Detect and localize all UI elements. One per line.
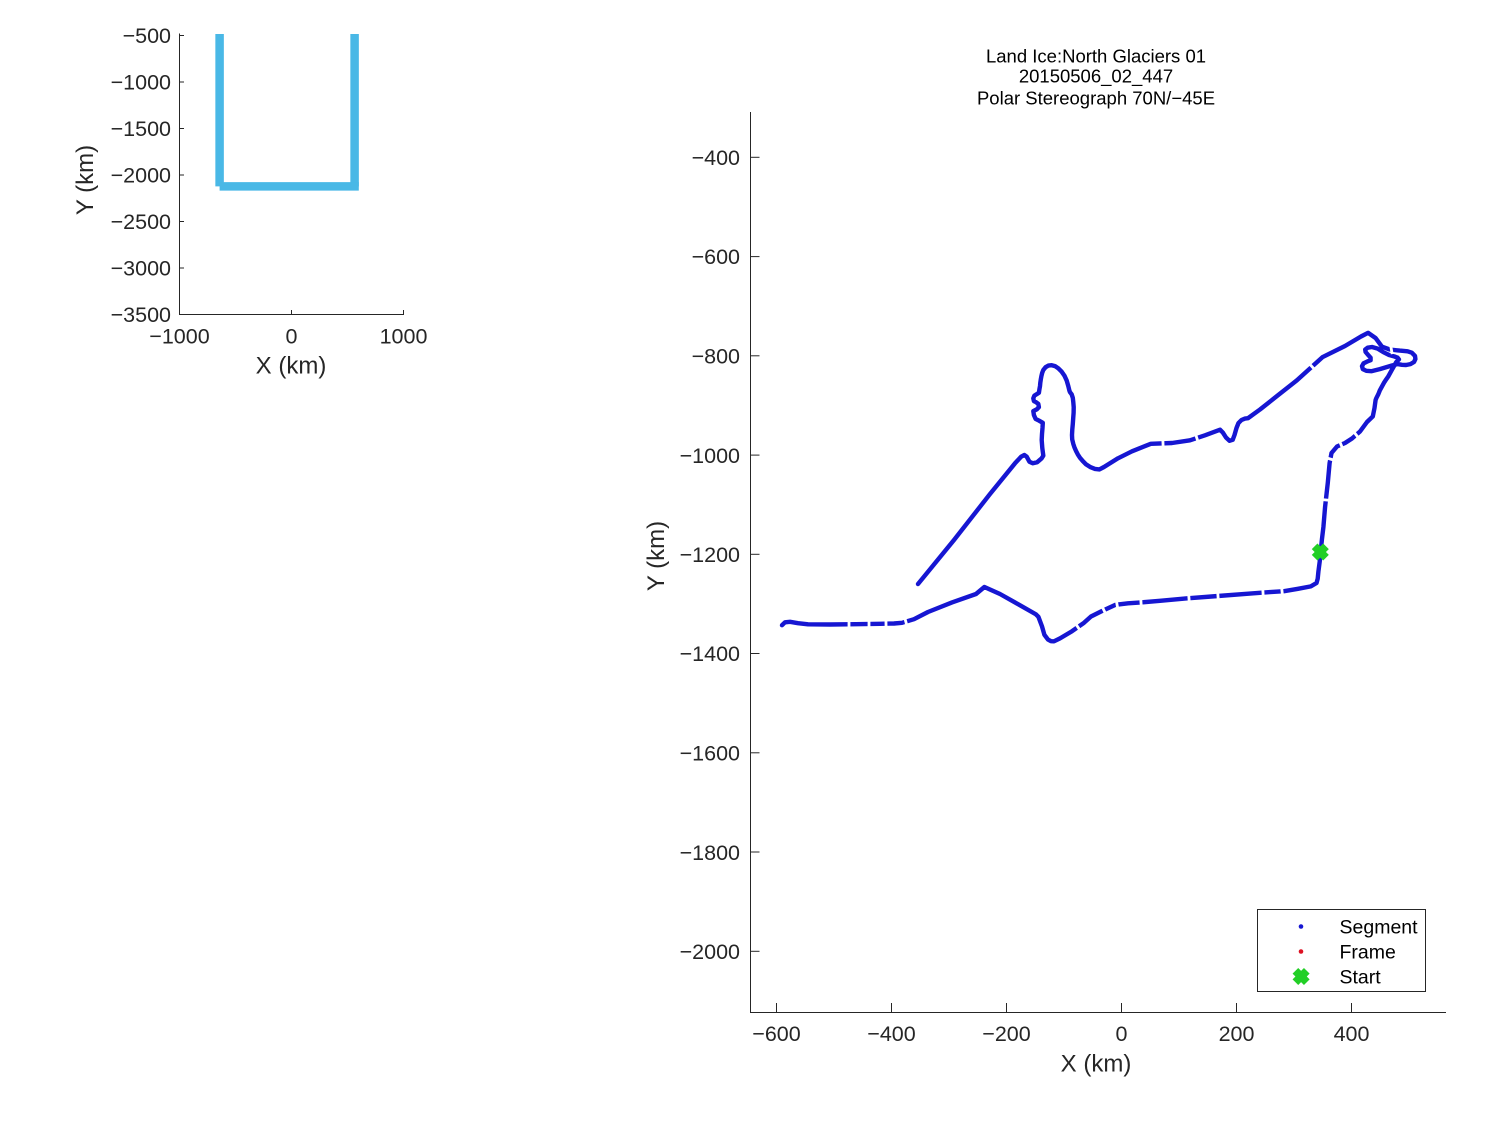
svg-text:Start: Start [1340,967,1382,989]
svg-text:0: 0 [286,325,298,349]
svg-text:−1400: −1400 [680,642,740,666]
svg-text:−1800: −1800 [680,841,740,865]
svg-text:−3000: −3000 [111,257,171,281]
svg-text:0: 0 [1116,1022,1128,1046]
svg-text:Y (km): Y (km) [72,145,99,215]
svg-text:−2000: −2000 [680,940,740,964]
svg-text:−1000: −1000 [680,444,740,468]
svg-text:200: 200 [1219,1022,1255,1046]
svg-text:−3500: −3500 [111,303,171,327]
svg-text:Segment: Segment [1340,917,1419,939]
svg-text:−400: −400 [692,146,740,170]
svg-text:−1000: −1000 [149,325,209,349]
svg-text:Frame: Frame [1340,942,1396,964]
svg-text:X (km): X (km) [256,352,327,379]
svg-text:−600: −600 [752,1022,800,1046]
svg-text:−2000: −2000 [111,164,171,188]
svg-text:X (km): X (km) [1061,1051,1132,1078]
svg-text:−400: −400 [867,1022,915,1046]
svg-text:Y (km): Y (km) [643,521,670,591]
svg-text:1000: 1000 [380,325,428,349]
svg-text:−800: −800 [692,345,740,369]
svg-text:−200: −200 [982,1022,1030,1046]
svg-text:−600: −600 [692,245,740,269]
svg-text:Polar Stereograph 70N/−45E: Polar Stereograph 70N/−45E [977,88,1215,109]
svg-text:−1000: −1000 [111,71,171,95]
svg-text:−1600: −1600 [680,742,740,766]
svg-text:20150506_02_447: 20150506_02_447 [1019,66,1173,88]
svg-text:Land Ice:North Glaciers 01: Land Ice:North Glaciers 01 [986,45,1206,66]
svg-text:400: 400 [1334,1022,1370,1046]
svg-text:−2500: −2500 [111,210,171,234]
svg-text:−500: −500 [123,24,171,48]
svg-text:−1200: −1200 [680,543,740,567]
svg-text:−1500: −1500 [111,117,171,141]
